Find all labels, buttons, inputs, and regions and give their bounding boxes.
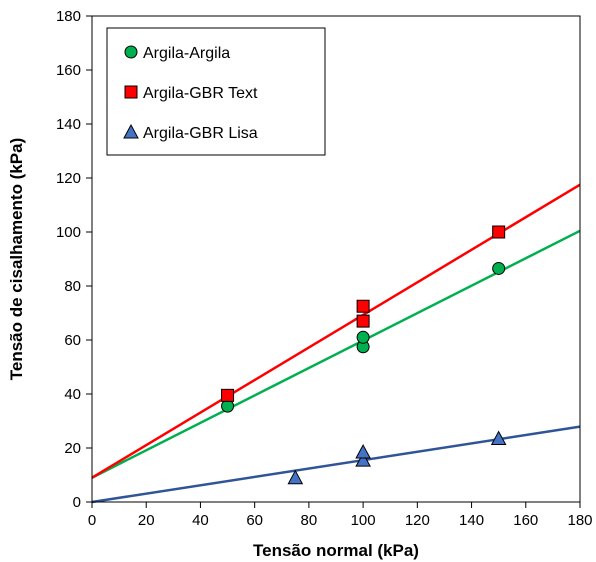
y-tick-label: 180 [56, 8, 81, 25]
y-tick-label: 0 [73, 494, 81, 511]
legend-box [106, 27, 326, 156]
y-tick-label: 140 [56, 116, 81, 133]
legend-label-argila-gbr-lisa: Argila-GBR Lisa [143, 125, 258, 142]
y-tick-label: 40 [64, 386, 81, 403]
x-axis: 0 20 40 60 80 100 120 140 160 180 [88, 502, 593, 529]
x-tick-label: 80 [301, 512, 318, 529]
y-tick-label: 80 [64, 278, 81, 295]
data-point-argila-gbr-lisa [490, 430, 507, 446]
data-point-argila-gbr-text [221, 388, 235, 402]
data-points [221, 225, 507, 485]
legend: Argila-Argila Argila-GBR Text Argila-GBR L… [106, 27, 326, 156]
legend-label-argila-argila: Argila-Argila [143, 45, 230, 62]
legend-marker-argila-gbr-text [124, 85, 138, 99]
plot-area-frame [91, 15, 581, 503]
y-tick-label: 20 [64, 440, 81, 457]
y-tick-label: 120 [56, 170, 81, 187]
data-point-argila-gbr-text [492, 225, 506, 239]
x-tick-label: 60 [246, 512, 263, 529]
data-point-argila-gbr-lisa [355, 452, 371, 467]
x-axis-title: Tensão normal (kPa) [253, 541, 419, 560]
fit-line-argila-gbr-text [91, 183, 581, 479]
fit-line-argila-gbr-lisa [91, 425, 581, 504]
x-tick-label: 180 [567, 512, 592, 529]
y-tick-label: 100 [56, 224, 81, 241]
data-point-argila-gbr-lisa [287, 469, 304, 485]
y-tick-label: 60 [64, 332, 81, 349]
y-tick-label: 160 [56, 62, 81, 79]
data-point-argila-argila [221, 399, 235, 413]
legend-marker-argila-argila [124, 45, 138, 59]
x-tick-label: 100 [351, 512, 376, 529]
y-axis: 0 20 40 60 80 100 120 140 160 180 [56, 8, 92, 511]
data-point-argila-gbr-text [356, 299, 370, 313]
data-point-argila-gbr-text [356, 314, 370, 328]
x-tick-label: 40 [192, 512, 209, 529]
x-tick-label: 120 [405, 512, 430, 529]
legend-label-argila-gbr-text: Argila-GBR Text [143, 85, 258, 102]
data-point-argila-gbr-lisa [355, 443, 371, 459]
x-tick-label: 20 [138, 512, 155, 529]
x-tick-label: 140 [459, 512, 484, 529]
data-point-argila-argila [356, 330, 370, 344]
data-point-argila-argila [492, 261, 506, 275]
x-tick-label: 0 [88, 512, 96, 529]
fit-lines [91, 183, 581, 504]
y-axis-title: Tensão de cisalhamento (kPa) [7, 138, 26, 380]
x-tick-label: 160 [513, 512, 538, 529]
fit-line-argila-argila [91, 229, 581, 479]
legend-marker-argila-gbr-lisa [123, 123, 139, 139]
